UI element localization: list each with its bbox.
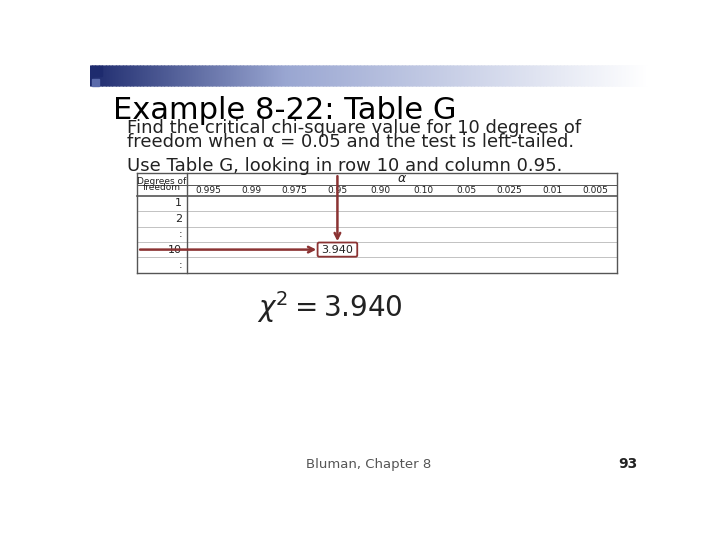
Text: 10: 10 (168, 245, 182, 254)
Text: 93: 93 (618, 457, 637, 470)
Text: 3.940: 3.940 (322, 245, 354, 254)
Bar (91, 79, 99, 86)
Text: Bluman, Chapter 8: Bluman, Chapter 8 (307, 457, 431, 470)
Text: freedom: freedom (143, 184, 181, 192)
Text: freedom when α = 0.05 and the test is left-tailed.: freedom when α = 0.05 and the test is le… (127, 132, 575, 151)
Text: Degrees of: Degrees of (137, 177, 186, 186)
Text: 0.975: 0.975 (282, 186, 307, 195)
Text: 2: 2 (175, 214, 182, 224)
Text: :: : (179, 229, 182, 239)
Text: :: : (179, 260, 182, 270)
Text: $\chi^2 = 3.940$: $\chi^2 = 3.940$ (257, 289, 403, 325)
Text: 0.90: 0.90 (370, 186, 390, 195)
Text: Find the critical chi-square value for 10 degrees of: Find the critical chi-square value for 1… (127, 119, 581, 137)
Text: 0.99: 0.99 (241, 186, 261, 195)
Text: 1: 1 (175, 198, 182, 208)
Text: 0.01: 0.01 (542, 186, 562, 195)
Text: 0.025: 0.025 (497, 186, 522, 195)
Text: Use Table G, looking in row 10 and column 0.95.: Use Table G, looking in row 10 and colum… (127, 157, 562, 175)
Bar (91, 65, 102, 76)
Text: Example 8-22: Table G: Example 8-22: Table G (113, 96, 456, 125)
Text: 0.05: 0.05 (456, 186, 477, 195)
Text: 0.005: 0.005 (582, 186, 608, 195)
FancyBboxPatch shape (318, 242, 357, 256)
Text: 0.95: 0.95 (328, 186, 348, 195)
Text: α: α (398, 172, 406, 185)
Text: 0.10: 0.10 (413, 186, 433, 195)
Text: 0.995: 0.995 (195, 186, 221, 195)
